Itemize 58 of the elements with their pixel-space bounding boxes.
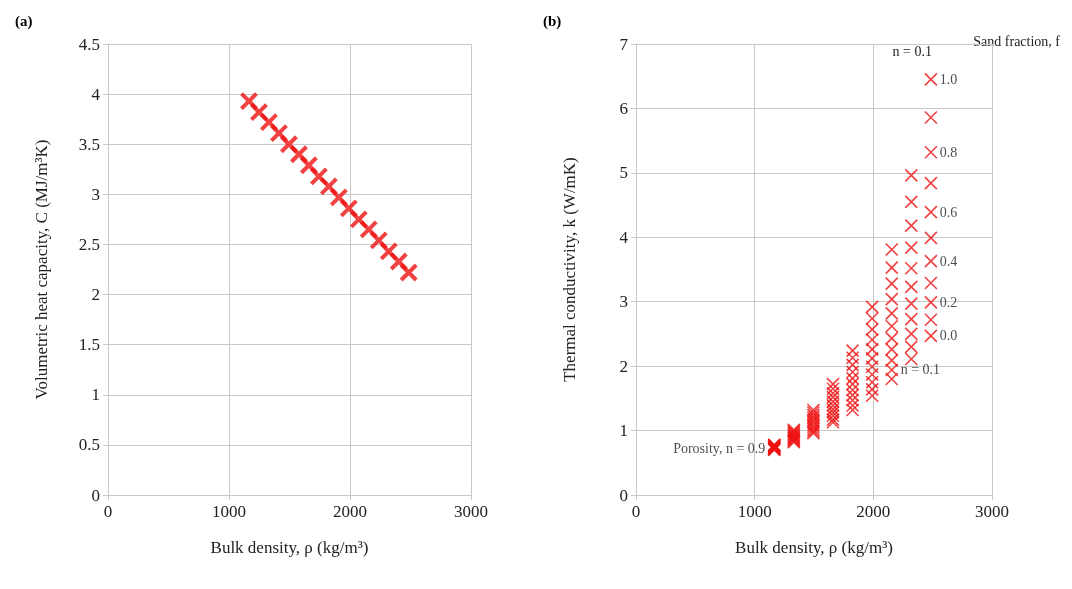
- x-tick-label: 2000: [856, 502, 891, 521]
- y-tick-label: 4: [91, 84, 101, 104]
- point: [299, 155, 319, 175]
- annotation: 0.0: [939, 328, 958, 344]
- y-tick-label: 0.5: [78, 435, 100, 455]
- y-axis-title: Volumetric heat capacity, C (MJ/m³K): [32, 139, 51, 400]
- point: [379, 241, 399, 261]
- point: [269, 123, 289, 143]
- y-tick-label: 0: [91, 485, 100, 505]
- y-tick-label: 2.5: [78, 234, 100, 254]
- x-tick-label: 0: [631, 502, 641, 521]
- y-tick-label: 1: [619, 421, 628, 441]
- annotation: Porosity, n = 0.9: [673, 441, 766, 457]
- annotation: 0.6: [939, 204, 958, 220]
- point: [259, 112, 279, 132]
- x-tick-label: 3000: [454, 502, 488, 521]
- point: [319, 176, 339, 196]
- y-tick-label: 3.5: [78, 134, 100, 154]
- y-tick-label: 1.5: [78, 335, 100, 355]
- point: [369, 230, 389, 250]
- point: [399, 263, 419, 283]
- x-tick-label: 1000: [737, 502, 772, 521]
- point: [359, 219, 379, 239]
- y-tick-label: 1: [91, 385, 100, 405]
- y-tick-label: 5: [619, 163, 628, 183]
- chart-title: (a): [15, 12, 33, 30]
- point: [339, 198, 359, 218]
- annotation: 0.4: [939, 253, 958, 269]
- chart-title: (b): [543, 12, 562, 30]
- annotation: n = 0.1: [892, 43, 933, 59]
- y-tick-label: 4: [619, 227, 629, 247]
- point: [249, 102, 269, 122]
- point: [279, 134, 299, 154]
- point: [289, 144, 309, 164]
- y-tick-label: 2: [619, 356, 628, 376]
- point: [239, 91, 259, 111]
- x-tick-label: 2000: [333, 502, 367, 521]
- annotation: 0.2: [939, 294, 958, 310]
- point: [349, 209, 369, 229]
- y-tick-label: 0: [619, 485, 628, 505]
- x-tick-label: 0: [103, 502, 113, 521]
- annotation: 0.8: [939, 144, 958, 160]
- y-tick-label: 2: [91, 285, 100, 305]
- x-axis-title: Bulk density, ρ (kg/m³): [210, 538, 369, 557]
- x-tick-label: 3000: [975, 502, 1009, 521]
- point: [309, 166, 329, 186]
- annotation: n = 0.1: [900, 361, 941, 377]
- y-tick-label: 3: [91, 184, 100, 204]
- point: [389, 251, 409, 271]
- x-axis-title: Bulk density, ρ (kg/m³): [735, 538, 893, 557]
- y-axis-title: Thermal conductivity, k (W/mK): [560, 157, 579, 382]
- y-tick-label: 4.5: [78, 34, 100, 54]
- y-tick-label: 6: [619, 98, 628, 118]
- y-tick-label: 3: [619, 292, 628, 312]
- annotation: 1.0: [939, 71, 958, 87]
- x-tick-label: 1000: [212, 502, 246, 521]
- point: [329, 187, 349, 207]
- y-tick-label: 7: [619, 34, 629, 54]
